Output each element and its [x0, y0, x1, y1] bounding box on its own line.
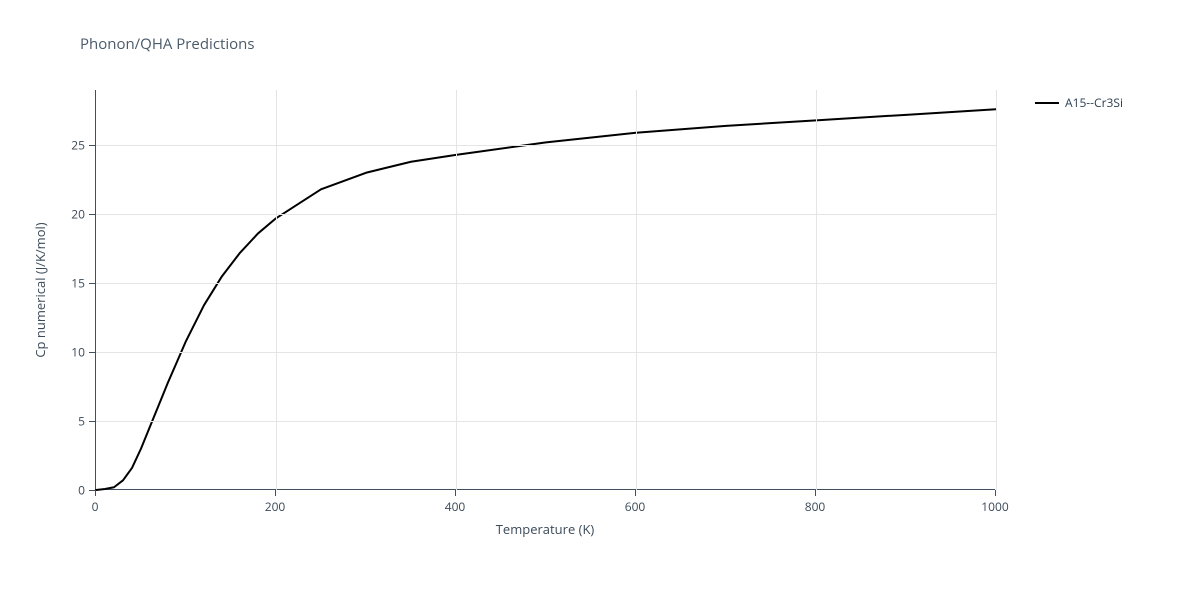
- y-tick-label: 25: [71, 137, 85, 154]
- plot-area: [95, 90, 995, 490]
- grid-line-vertical: [996, 90, 997, 490]
- x-tick-label: 800: [805, 498, 826, 515]
- y-tick-label: 5: [78, 413, 85, 430]
- series-line: [96, 109, 996, 490]
- grid-line-horizontal: [96, 421, 996, 422]
- y-tick-mark: [89, 352, 95, 353]
- x-tick-label: 200: [265, 498, 286, 515]
- x-tick-label: 400: [445, 498, 466, 515]
- chart-root: Phonon/QHA Predictions Temperature (K) C…: [0, 0, 1200, 600]
- grid-line-vertical: [816, 90, 817, 490]
- x-tick-mark: [275, 490, 276, 496]
- x-tick-label: 600: [625, 498, 646, 515]
- x-tick-mark: [995, 490, 996, 496]
- legend: A15--Cr3Si: [1035, 94, 1123, 111]
- grid-line-horizontal: [96, 145, 996, 146]
- y-tick-label: 20: [71, 206, 85, 223]
- y-tick-mark: [89, 214, 95, 215]
- y-axis-label: Cp numerical (J/K/mol): [31, 222, 49, 357]
- chart-title: Phonon/QHA Predictions: [80, 34, 255, 54]
- x-tick-label: 0: [92, 498, 99, 515]
- y-tick-mark: [89, 145, 95, 146]
- y-tick-mark: [89, 283, 95, 284]
- x-tick-mark: [815, 490, 816, 496]
- grid-line-vertical: [456, 90, 457, 490]
- grid-line-vertical: [276, 90, 277, 490]
- series-curve: [96, 90, 996, 490]
- y-tick-label: 10: [71, 344, 85, 361]
- x-tick-mark: [455, 490, 456, 496]
- y-tick-label: 0: [78, 482, 85, 499]
- legend-swatch: [1035, 102, 1059, 104]
- grid-line-horizontal: [96, 352, 996, 353]
- grid-line-horizontal: [96, 214, 996, 215]
- legend-label: A15--Cr3Si: [1065, 94, 1123, 111]
- x-tick-mark: [635, 490, 636, 496]
- grid-line-vertical: [636, 90, 637, 490]
- x-tick-mark: [95, 490, 96, 496]
- y-tick-label: 15: [71, 275, 85, 292]
- grid-line-horizontal: [96, 283, 996, 284]
- x-tick-label: 1000: [981, 498, 1008, 515]
- x-axis-label: Temperature (K): [496, 520, 595, 538]
- y-tick-mark: [89, 421, 95, 422]
- y-tick-mark: [89, 490, 95, 491]
